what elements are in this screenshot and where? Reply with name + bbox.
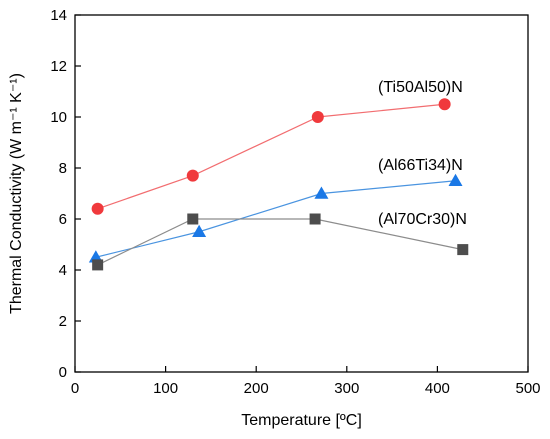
x-tick-label: 400	[425, 380, 450, 397]
data-point-circle	[311, 111, 324, 123]
x-tick-label: 300	[334, 380, 359, 397]
y-tick-label: 2	[59, 313, 67, 330]
data-point-triangle	[192, 224, 207, 237]
data-point-square	[187, 213, 199, 225]
x-tick-label: 500	[515, 380, 540, 397]
series-2	[92, 213, 469, 271]
y-tick-label: 10	[50, 109, 67, 126]
series-label-al70cr30n: (Al70Cr30)N	[378, 211, 467, 228]
y-tick-label: 0	[59, 364, 67, 381]
data-point-square	[457, 244, 469, 256]
plot-frame	[74, 14, 529, 373]
series-layer	[88, 98, 469, 271]
y-tick-label: 6	[59, 211, 67, 228]
data-point-triangle	[314, 186, 329, 199]
data-point-circle	[186, 169, 199, 182]
series-label-al66ti34n: (Al66Ti34)N	[378, 157, 463, 174]
data-point-square	[92, 259, 104, 271]
series-line	[95, 180, 456, 258]
y-axis-title: Thermal Conductivity (W m⁻¹ K⁻¹)	[8, 73, 25, 314]
series-label-ti50al50n: (Ti50Al50)N	[378, 79, 463, 96]
series-line	[97, 103, 445, 210]
y-tick-label: 14	[50, 7, 67, 24]
x-tick-label: 0	[71, 380, 79, 397]
y-axis-ticks: 0 2 4 6 8 10 12 14	[50, 7, 81, 381]
y-tick-label: 12	[50, 58, 67, 75]
x-axis-ticks: 0 100 200 300 400 500	[71, 366, 541, 397]
y-tick-label: 4	[59, 262, 67, 279]
x-tick-label: 100	[153, 380, 178, 397]
data-point-square	[309, 213, 321, 225]
series-line	[97, 218, 463, 266]
x-tick-label: 200	[244, 380, 269, 397]
data-point-circle	[438, 98, 451, 111]
x-axis-title: Temperature [ºC]	[241, 412, 362, 429]
y-tick-label: 8	[59, 160, 67, 177]
series-0	[91, 98, 451, 215]
data-point-circle	[91, 202, 104, 215]
data-point-triangle	[448, 173, 463, 186]
